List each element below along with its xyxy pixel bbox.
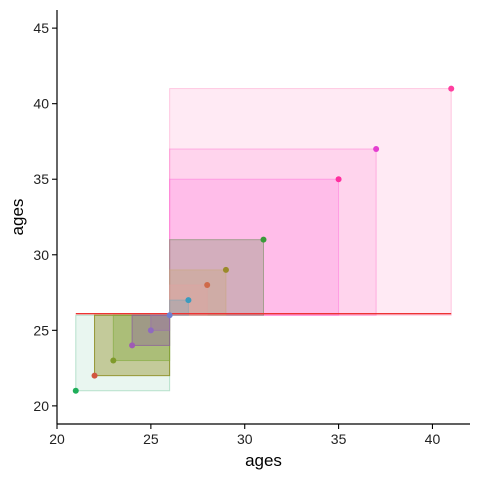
data-point-7 bbox=[204, 281, 211, 288]
x-axis-title: ages bbox=[245, 451, 282, 470]
y-axis-title: ages bbox=[8, 199, 27, 236]
data-point-5 bbox=[166, 312, 173, 319]
y-tick-label-0: 20 bbox=[33, 398, 49, 414]
x-tick-label-4: 40 bbox=[425, 431, 441, 447]
data-point-12 bbox=[448, 85, 455, 92]
data-point-3 bbox=[129, 342, 136, 349]
range-rect-7 bbox=[75, 314, 171, 392]
y-tick-label-1: 25 bbox=[33, 322, 49, 338]
data-point-1 bbox=[91, 372, 98, 379]
data-point-4 bbox=[147, 327, 154, 334]
y-tick-label-3: 35 bbox=[33, 171, 49, 187]
data-points bbox=[72, 85, 455, 394]
data-point-9 bbox=[260, 236, 267, 243]
x-tick-label-0: 20 bbox=[49, 431, 65, 447]
data-point-8 bbox=[222, 266, 229, 273]
data-point-0 bbox=[72, 387, 79, 394]
x-tick-label-2: 30 bbox=[237, 431, 253, 447]
data-point-11 bbox=[373, 146, 380, 153]
range-rect-6 bbox=[169, 299, 189, 316]
range-rect-11 bbox=[150, 314, 171, 331]
data-point-10 bbox=[335, 176, 342, 183]
range-rects bbox=[75, 88, 452, 392]
x-ticks: 20 25 30 35 40 bbox=[49, 424, 440, 447]
range-rect-9 bbox=[112, 314, 171, 362]
x-tick-label-3: 35 bbox=[331, 431, 347, 447]
y-ticks: 20 25 30 35 40 45 bbox=[33, 20, 57, 414]
range-rect-2 bbox=[169, 178, 340, 316]
axes bbox=[56, 10, 470, 425]
y-tick-label-4: 40 bbox=[33, 96, 49, 112]
y-tick-label-2: 30 bbox=[33, 247, 49, 263]
range-rect-1 bbox=[169, 148, 377, 316]
y-tick-label-5: 45 bbox=[33, 20, 49, 36]
range-rect-3 bbox=[169, 239, 265, 316]
data-point-2 bbox=[110, 357, 117, 364]
data-point-6 bbox=[185, 297, 192, 304]
x-tick-label-1: 25 bbox=[143, 431, 159, 447]
range-rect-0 bbox=[169, 88, 452, 316]
